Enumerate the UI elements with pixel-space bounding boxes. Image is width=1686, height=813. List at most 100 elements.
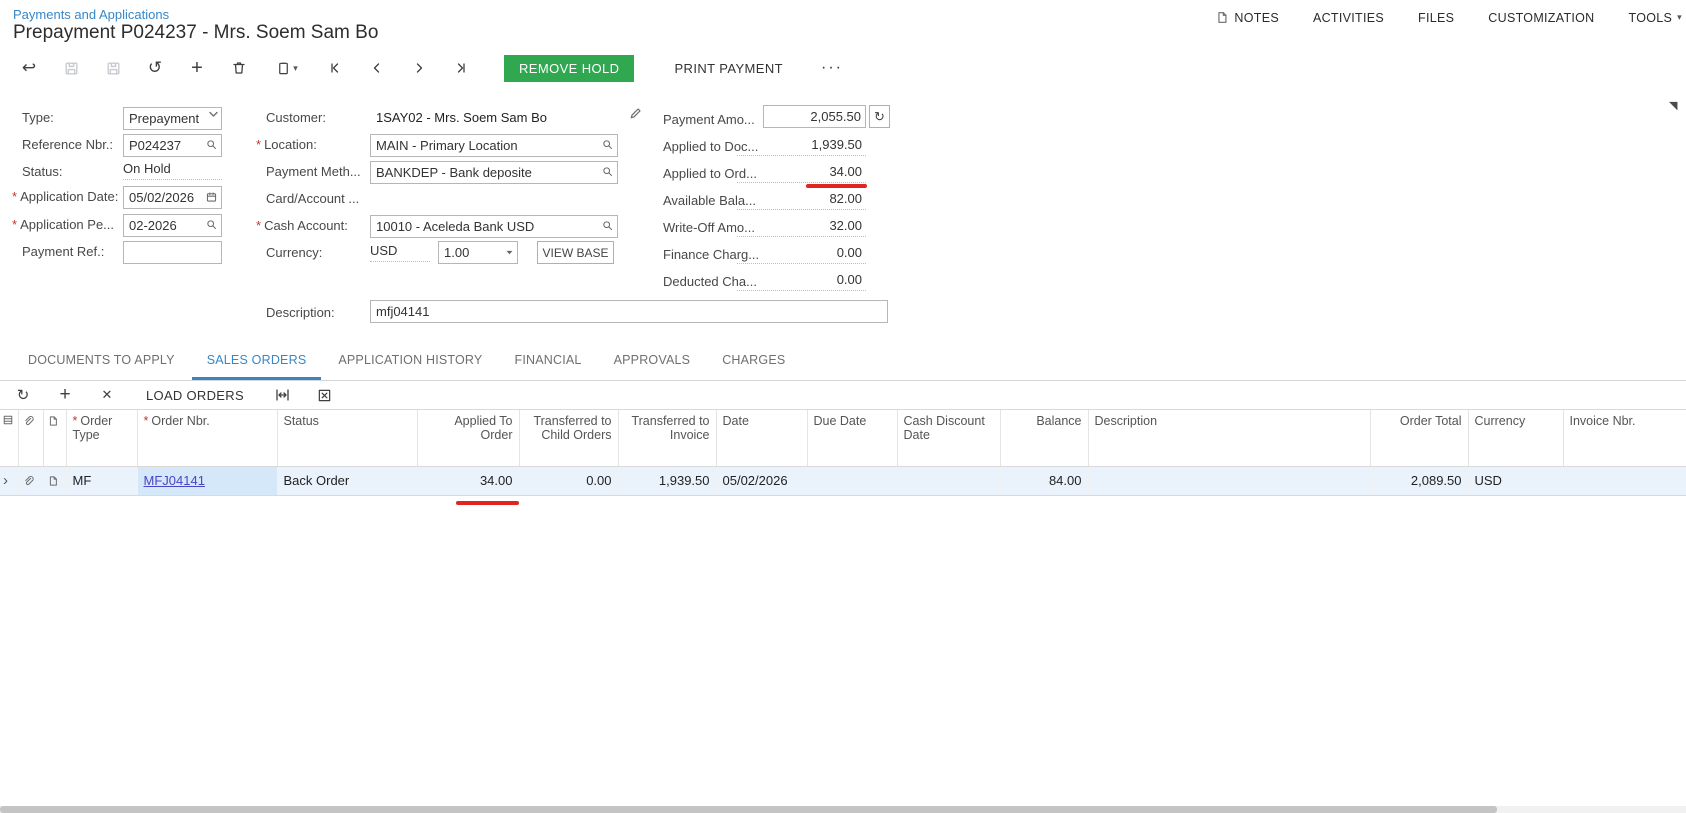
tools-button[interactable]: TOOLS ▾ — [1628, 10, 1682, 25]
cell-applied-to-order[interactable]: 34.00 — [417, 466, 520, 496]
customer-label: Customer: — [266, 110, 326, 125]
print-payment-button[interactable]: PRINT PAYMENT — [660, 55, 797, 82]
table-row[interactable]: › MF MFJ04141 Back Order 34.00 0.00 1,93… — [0, 466, 1686, 496]
payment-ref-input[interactable] — [123, 241, 222, 264]
files-button[interactable]: FILES — [1418, 10, 1455, 25]
cell-status[interactable]: Back Order — [277, 466, 418, 496]
col-status[interactable]: Status — [277, 410, 418, 467]
reference-nbr-field[interactable]: P024237 — [123, 134, 222, 157]
location-field[interactable]: MAIN - Primary Location — [370, 134, 618, 157]
cell-transferred-to-invoice[interactable]: 1,939.50 — [618, 466, 717, 496]
tab-documents-to-apply[interactable]: DOCUMENTS TO APPLY — [28, 352, 175, 367]
currency-rate-dropdown[interactable]: 1.00 — [438, 241, 518, 264]
back-button[interactable]: ↩ — [12, 54, 46, 82]
payment-amount-input[interactable]: 2,055.50 — [763, 105, 866, 128]
cell-order-nbr[interactable]: MFJ04141 — [137, 466, 278, 496]
payment-method-field[interactable]: BANKDEP - Bank deposite — [370, 161, 618, 184]
col-invoice-nbr[interactable]: Invoice Nbr. — [1563, 410, 1686, 467]
col-order-total[interactable]: Order Total — [1370, 410, 1469, 467]
col-date[interactable]: Date — [716, 410, 808, 467]
col-description[interactable]: Description — [1088, 410, 1371, 467]
previous-record-button[interactable] — [360, 54, 394, 82]
cell-date[interactable]: 05/02/2026 — [716, 466, 808, 496]
col-order-nbr[interactable]: * Order Nbr. — [137, 410, 278, 467]
next-record-button[interactable] — [402, 54, 436, 82]
load-orders-button[interactable]: LOAD ORDERS — [146, 387, 244, 403]
remove-hold-button[interactable]: REMOVE HOLD — [504, 54, 635, 82]
tab-sales-orders[interactable]: SALES ORDERS — [191, 342, 322, 380]
cell-cash-discount-date[interactable] — [897, 466, 1001, 496]
grid-settings-header[interactable] — [0, 410, 19, 467]
cell-currency[interactable]: USD — [1468, 466, 1564, 496]
tab-financial[interactable]: FINANCIAL — [514, 352, 582, 367]
activities-button[interactable]: ACTIVITIES — [1312, 10, 1385, 25]
cell-description[interactable] — [1088, 466, 1371, 496]
col-due-date[interactable]: Due Date — [807, 410, 898, 467]
add-record-button[interactable]: + — [180, 54, 214, 82]
row-attachment-button[interactable] — [18, 466, 44, 496]
magnifier-icon — [601, 219, 614, 232]
notes-button[interactable]: NOTES — [1215, 10, 1279, 25]
file-icon — [49, 475, 57, 486]
delete-record-button[interactable] — [222, 54, 256, 82]
horizontal-scrollbar-thumb[interactable] — [0, 806, 1497, 813]
customization-button[interactable]: CUSTOMIZATION — [1488, 10, 1595, 25]
write-off-amount-value: 32.00 — [737, 217, 866, 237]
available-balance-label: Available Bala... — [663, 193, 756, 208]
cell-transferred-to-child[interactable]: 0.00 — [519, 466, 619, 496]
recalculate-button[interactable]: ↻ — [869, 105, 890, 128]
breadcrumb[interactable]: Payments and Applications — [13, 7, 170, 22]
annotation-red-underline-grid — [456, 501, 519, 505]
fit-width-button[interactable] — [268, 383, 298, 407]
type-dropdown[interactable]: Prepayment — [123, 107, 222, 130]
edit-customer-button[interactable] — [628, 106, 643, 121]
tab-application-history[interactable]: APPLICATION HISTORY — [338, 352, 483, 367]
side-panel-toggle[interactable]: ◥ — [1669, 100, 1678, 112]
cell-invoice-nbr[interactable] — [1563, 466, 1686, 496]
save-button[interactable] — [96, 54, 130, 82]
cash-account-field[interactable]: 10010 - Aceleda Bank USD — [370, 215, 618, 238]
grid-refresh-button[interactable]: ↻ — [8, 383, 38, 407]
excel-export-icon — [319, 389, 331, 401]
col-balance[interactable]: Balance — [1000, 410, 1089, 467]
last-record-button[interactable] — [444, 54, 478, 82]
notes-label: NOTES — [1234, 10, 1279, 25]
row-note-button[interactable] — [43, 466, 67, 496]
cell-due-date[interactable] — [807, 466, 898, 496]
order-nbr-link[interactable]: MFJ04141 — [143, 473, 205, 488]
application-date-field[interactable]: 05/02/2026 — [123, 186, 222, 209]
col-order-type[interactable]: * Order Type — [66, 410, 138, 467]
attachment-column-header[interactable] — [18, 410, 44, 467]
col-transferred-to-invoice[interactable]: Transferred to Invoice — [618, 410, 717, 467]
tab-charges[interactable]: CHARGES — [722, 352, 786, 367]
grid-toolbar: ↻ + ✕ LOAD ORDERS — [0, 381, 1686, 410]
grid-add-row-button[interactable]: + — [50, 383, 80, 407]
col-transferred-to-child[interactable]: Transferred to Child Orders — [519, 410, 619, 467]
export-excel-button[interactable] — [310, 383, 340, 407]
deducted-charges-label: Deducted Cha... — [663, 274, 757, 289]
x-icon: ✕ — [101, 387, 113, 402]
horizontal-scrollbar — [0, 806, 1686, 813]
cell-balance[interactable]: 84.00 — [1000, 466, 1089, 496]
notes-column-header[interactable] — [43, 410, 67, 467]
first-record-button[interactable] — [318, 54, 352, 82]
cell-order-type[interactable]: MF — [66, 466, 138, 496]
save-close-button[interactable] — [54, 54, 88, 82]
more-actions-button[interactable]: ··· — [815, 58, 849, 78]
finance-charges-value: 0.00 — [737, 244, 866, 264]
page-title: Prepayment P024237 - Mrs. Soem Sam Bo — [13, 22, 379, 43]
cancel-button[interactable]: ↺ — [138, 54, 172, 82]
row-expander[interactable]: › — [0, 466, 19, 496]
col-cash-discount-date[interactable]: Cash Discount Date — [897, 410, 1001, 467]
application-period-field[interactable]: 02-2026 — [123, 214, 222, 237]
col-applied-to-order[interactable]: Applied To Order — [417, 410, 520, 467]
last-record-icon — [457, 63, 465, 73]
description-input[interactable]: mfj04141 — [370, 300, 888, 323]
clipboard-menu-button[interactable]: ▾ — [264, 54, 310, 82]
tab-approvals[interactable]: APPROVALS — [613, 352, 691, 367]
customer-value[interactable]: 1SAY02 - Mrs. Soem Sam Bo — [376, 110, 547, 125]
col-currency[interactable]: Currency — [1468, 410, 1564, 467]
grid-delete-row-button[interactable]: ✕ — [92, 383, 122, 407]
cell-order-total[interactable]: 2,089.50 — [1370, 466, 1469, 496]
view-base-button[interactable]: VIEW BASE — [537, 241, 614, 264]
